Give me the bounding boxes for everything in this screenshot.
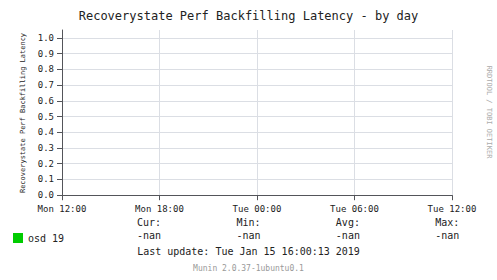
svg-text:0.7: 0.7 (38, 80, 54, 90)
svg-text:Tue 06:00: Tue 06:00 (330, 204, 379, 214)
svg-text:-nan: -nan (336, 230, 360, 241)
svg-text:Tue 12:00: Tue 12:00 (428, 204, 477, 214)
svg-text:0.1: 0.1 (38, 174, 54, 184)
svg-text:0.4: 0.4 (38, 127, 54, 137)
svg-text:osd 19: osd 19 (28, 233, 64, 244)
svg-text:-nan: -nan (137, 230, 161, 241)
svg-text:Max:: Max: (435, 217, 459, 228)
svg-text:-nan: -nan (236, 230, 260, 241)
svg-text:Avg:: Avg: (336, 217, 360, 228)
svg-text:Mon 18:00: Mon 18:00 (135, 204, 184, 214)
svg-text:0.6: 0.6 (38, 96, 54, 106)
svg-text:0.9: 0.9 (38, 49, 54, 59)
svg-text:0.2: 0.2 (38, 159, 54, 169)
svg-text:Mon 12:00: Mon 12:00 (38, 204, 87, 214)
svg-text:Last update: Tue Jan 15 16:00:: Last update: Tue Jan 15 16:00:13 2019 (137, 246, 360, 257)
svg-text:RRDTOOL / TOBI OETIKER: RRDTOOL / TOBI OETIKER (485, 66, 493, 160)
svg-text:1.0: 1.0 (38, 33, 54, 43)
svg-text:0.5: 0.5 (38, 112, 54, 122)
svg-text:0.3: 0.3 (38, 143, 54, 153)
svg-text:Munin 2.0.37-1ubuntu0.1: Munin 2.0.37-1ubuntu0.1 (193, 264, 304, 273)
svg-text:0.8: 0.8 (38, 64, 54, 74)
svg-text:-nan: -nan (435, 230, 459, 241)
svg-text:Cur:: Cur: (137, 217, 161, 228)
svg-text:Tue 00:00: Tue 00:00 (233, 204, 282, 214)
svg-text:Min:: Min: (236, 217, 260, 228)
svg-text:0.0: 0.0 (38, 190, 54, 200)
svg-text:Recoverystate Perf Backfilling: Recoverystate Perf Backfilling Latency (19, 33, 27, 193)
svg-text:Recoverystate Perf Backfilling: Recoverystate Perf Backfilling Latency -… (79, 9, 419, 23)
